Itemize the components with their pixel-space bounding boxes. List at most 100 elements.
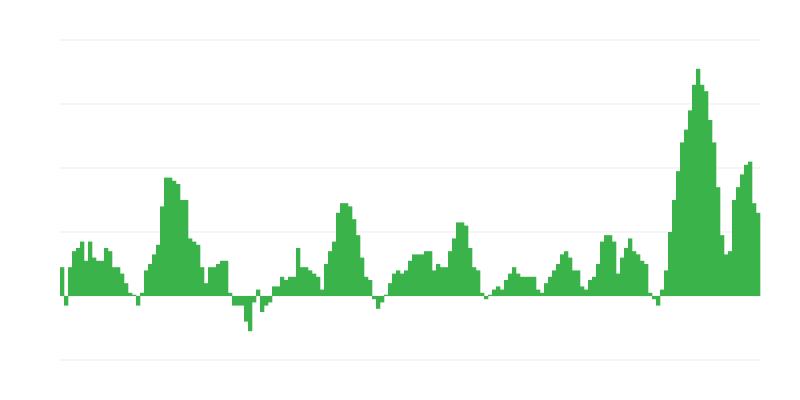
bar [164, 177, 169, 296]
bar [464, 225, 469, 296]
bar [704, 91, 709, 296]
bar [588, 280, 593, 296]
bar [496, 286, 501, 296]
bar [112, 267, 117, 296]
bar [64, 296, 69, 306]
bar [236, 296, 241, 306]
bar [228, 292, 233, 296]
bar [508, 273, 513, 296]
bar [332, 241, 337, 296]
bar [184, 200, 189, 296]
bar [576, 270, 581, 296]
bar [532, 276, 537, 296]
bar [356, 235, 361, 296]
bar [448, 251, 453, 296]
bar [644, 264, 649, 296]
bar [452, 238, 457, 296]
bar [684, 129, 689, 296]
bar [732, 200, 737, 296]
bar [636, 254, 641, 296]
bar [460, 222, 465, 296]
bar [344, 203, 349, 296]
bar [152, 254, 157, 296]
bar [160, 206, 165, 296]
bar [692, 84, 697, 296]
bar [624, 248, 629, 296]
bar [720, 235, 725, 296]
bar [328, 251, 333, 296]
bar [620, 257, 625, 296]
bar [380, 296, 385, 303]
bar [280, 276, 285, 296]
bar [360, 257, 365, 296]
bar [340, 203, 345, 296]
bar [476, 270, 481, 296]
bar [396, 270, 401, 296]
bar [708, 120, 713, 296]
bars [60, 68, 761, 332]
bar [616, 273, 621, 296]
bar [192, 241, 197, 296]
bar [560, 254, 565, 296]
bar [248, 296, 253, 332]
bar [628, 238, 633, 296]
bar [480, 292, 485, 296]
bar [200, 267, 205, 296]
bar [272, 286, 277, 296]
bar [544, 283, 549, 296]
bar [756, 212, 761, 296]
bar [276, 286, 281, 296]
bar [556, 264, 561, 296]
bar [372, 296, 377, 300]
bar [348, 206, 353, 296]
bar [472, 267, 477, 296]
bar [468, 248, 473, 296]
bar [688, 110, 693, 297]
bar [76, 248, 81, 296]
bar [188, 238, 193, 296]
bar [144, 270, 149, 296]
bar [352, 219, 357, 296]
bar [608, 235, 613, 296]
bar [108, 251, 113, 296]
bar [512, 267, 517, 296]
bar [660, 289, 665, 296]
bar [116, 267, 121, 296]
bar [580, 286, 585, 296]
bar [432, 270, 437, 296]
bar [672, 200, 677, 296]
bar [256, 289, 261, 296]
bar [324, 264, 329, 296]
bar [420, 254, 425, 296]
bar [312, 273, 317, 296]
bar [268, 296, 273, 303]
bar [304, 267, 309, 296]
bar [300, 267, 305, 296]
bar [100, 260, 105, 296]
bar [548, 276, 553, 296]
bar [392, 273, 397, 296]
bar [564, 251, 569, 296]
bar [88, 241, 93, 296]
bar [140, 292, 145, 296]
bar [648, 292, 653, 296]
bar [456, 222, 461, 296]
bar [316, 276, 321, 296]
bar [724, 254, 729, 296]
bar [668, 232, 673, 296]
bar [568, 257, 573, 296]
bar [180, 200, 185, 296]
bar [84, 260, 89, 296]
bar [536, 289, 541, 296]
bar [264, 296, 269, 306]
bar [584, 289, 589, 296]
bar [712, 142, 717, 296]
bar [748, 161, 753, 296]
bar [368, 280, 373, 296]
bar [156, 244, 161, 296]
bar [676, 171, 681, 296]
bar [436, 264, 441, 296]
bar [96, 260, 101, 296]
bar [656, 296, 661, 306]
bar [388, 283, 393, 296]
